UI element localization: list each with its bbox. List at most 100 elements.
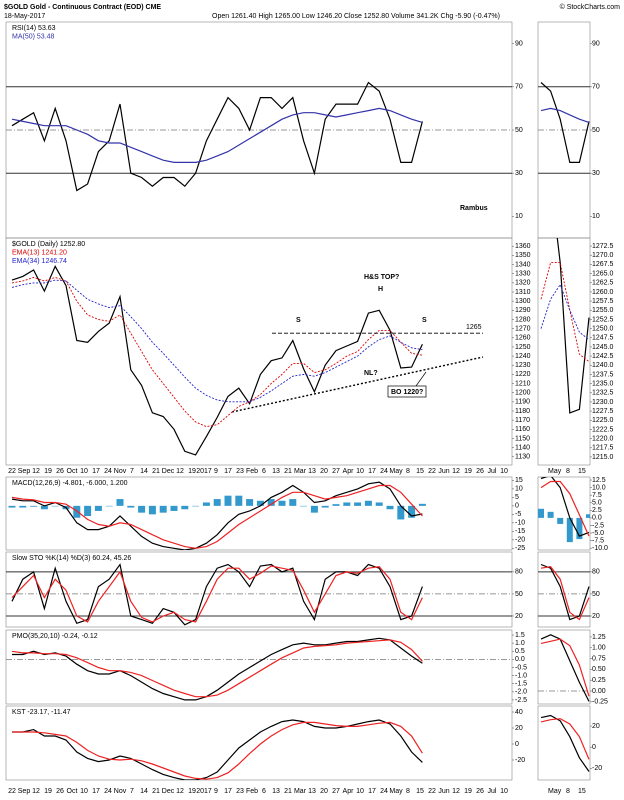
- series-line: [11, 565, 423, 623]
- x-tick-label: 17: [224, 788, 232, 795]
- series-line: [11, 276, 423, 428]
- histogram-bar: [547, 511, 554, 518]
- y-tick-label: 1270: [515, 325, 531, 332]
- x-tick-label: Sep: [18, 788, 31, 795]
- x-tick-label: 13: [272, 788, 280, 795]
- y-tick-label: 1260: [515, 335, 531, 342]
- y-tick-label: 1130: [515, 454, 530, 461]
- x-tick-label: 22: [428, 468, 436, 475]
- zoom-frame: [537, 705, 591, 781]
- zoom-x-label: May: [548, 468, 562, 475]
- y-tick-label: 1160: [515, 426, 530, 433]
- x-tick-label: 19: [44, 468, 52, 475]
- series-line: [11, 107, 423, 163]
- y-tick-label: 1360: [515, 243, 531, 250]
- series-line: [540, 563, 590, 621]
- panel-frame: [5, 237, 513, 466]
- quote: Open 1261.40 High 1265.00 Low 1246.20 Cl…: [212, 13, 500, 20]
- x-tick-label: 10: [500, 788, 508, 795]
- y-tick-label: -1.5: [515, 681, 527, 688]
- y-tick-label: 1215.0: [592, 454, 614, 461]
- histogram-bar: [73, 505, 81, 518]
- x-tick-label: 9: [214, 788, 218, 795]
- series-line: [540, 283, 590, 340]
- y-tick-label: -2.5: [515, 697, 527, 704]
- y-tick-label: 30: [592, 170, 600, 177]
- x-tick-label: 15: [416, 788, 424, 795]
- zoom-x-label: 15: [578, 788, 586, 795]
- histogram-bar: [538, 508, 544, 518]
- x-tick-label: 19: [44, 788, 52, 795]
- series-line: [11, 81, 423, 192]
- x-tick-label: 8: [406, 468, 410, 475]
- x-tick-label: Dec: [162, 788, 175, 795]
- y-tick-label: 1237.5: [592, 371, 614, 378]
- y-tick-label: -5: [515, 511, 521, 518]
- y-tick-label: 1257.5: [592, 298, 614, 305]
- y-tick-label: 1272.5: [592, 243, 614, 250]
- x-tick-label: 13: [308, 468, 316, 475]
- y-tick-label: -15: [515, 528, 525, 535]
- annotation-arrow: [415, 371, 427, 387]
- y-tick-label: 0: [592, 744, 596, 751]
- y-tick-label: -25: [515, 545, 525, 552]
- histogram-bar: [235, 495, 243, 506]
- x-tick-label: Oct: [67, 788, 78, 795]
- x-tick-label: 2017: [196, 468, 212, 475]
- series-line: [540, 634, 590, 702]
- x-tick-label: Apr: [343, 468, 355, 475]
- y-tick-label: 0.25: [592, 677, 606, 684]
- y-tick-label: 1330: [515, 271, 531, 278]
- y-tick-label: -1.0: [515, 672, 527, 679]
- series-line: [12, 637, 423, 701]
- histogram-bar: [8, 505, 16, 508]
- panel-frame: [5, 476, 513, 551]
- plot-area: [11, 81, 423, 192]
- legend-entry: $GOLD (Daily) 1252.80: [12, 241, 85, 248]
- y-tick-label: 10: [592, 213, 600, 220]
- histogram-bar: [566, 517, 573, 543]
- x-tick-label: 27: [332, 788, 340, 795]
- y-tick-label: 1140: [515, 444, 530, 451]
- series-line: [12, 721, 423, 780]
- histogram-bar: [354, 502, 362, 506]
- y-tick-label: 70: [592, 84, 600, 91]
- annotation: H&S TOP?: [364, 274, 399, 281]
- y-tick-label: 0: [515, 741, 519, 748]
- x-tick-label: 17: [92, 468, 100, 475]
- x-tick-label: Sep: [18, 468, 31, 475]
- y-tick-label: 50: [515, 591, 523, 598]
- y-tick-label: 1230: [515, 362, 531, 369]
- y-tick-label: 20: [592, 723, 600, 730]
- y-tick-label: 1242.5: [592, 353, 614, 360]
- histogram-bar: [202, 502, 210, 506]
- histogram-bar: [576, 517, 583, 540]
- legend-entry: MACD(12,26,9) -4.801, -6.000, 1.200: [12, 480, 128, 487]
- plot-area: [8, 481, 426, 550]
- x-tick-label: 12: [176, 468, 184, 475]
- annotation: S: [296, 317, 301, 324]
- y-tick-label: -20: [515, 757, 525, 764]
- x-tick-label: 21: [152, 468, 160, 475]
- y-tick-label: 2.5: [592, 507, 602, 514]
- y-tick-label: 1170: [515, 417, 530, 424]
- x-tick-label: Dec: [162, 468, 175, 475]
- histogram-bar: [278, 500, 286, 506]
- y-tick-label: 20: [515, 725, 523, 732]
- x-tick-label: 26: [476, 468, 484, 475]
- y-tick-label: 1.0: [515, 640, 525, 647]
- series-line: [540, 718, 590, 760]
- y-tick-label: 0.50: [592, 666, 606, 673]
- annotation: H: [378, 286, 383, 293]
- histogram-bar: [321, 505, 329, 508]
- y-tick-label: 1180: [515, 408, 530, 415]
- x-tick-label: 23: [236, 788, 244, 795]
- y-tick-label: 30: [515, 170, 523, 177]
- series-line: [11, 481, 423, 550]
- histogram-bar: [84, 505, 92, 517]
- y-tick-label: 0.5: [515, 648, 525, 655]
- y-tick-label: 90: [515, 40, 523, 47]
- date: 18-May-2017: [4, 13, 45, 20]
- x-tick-label: Oct: [67, 468, 78, 475]
